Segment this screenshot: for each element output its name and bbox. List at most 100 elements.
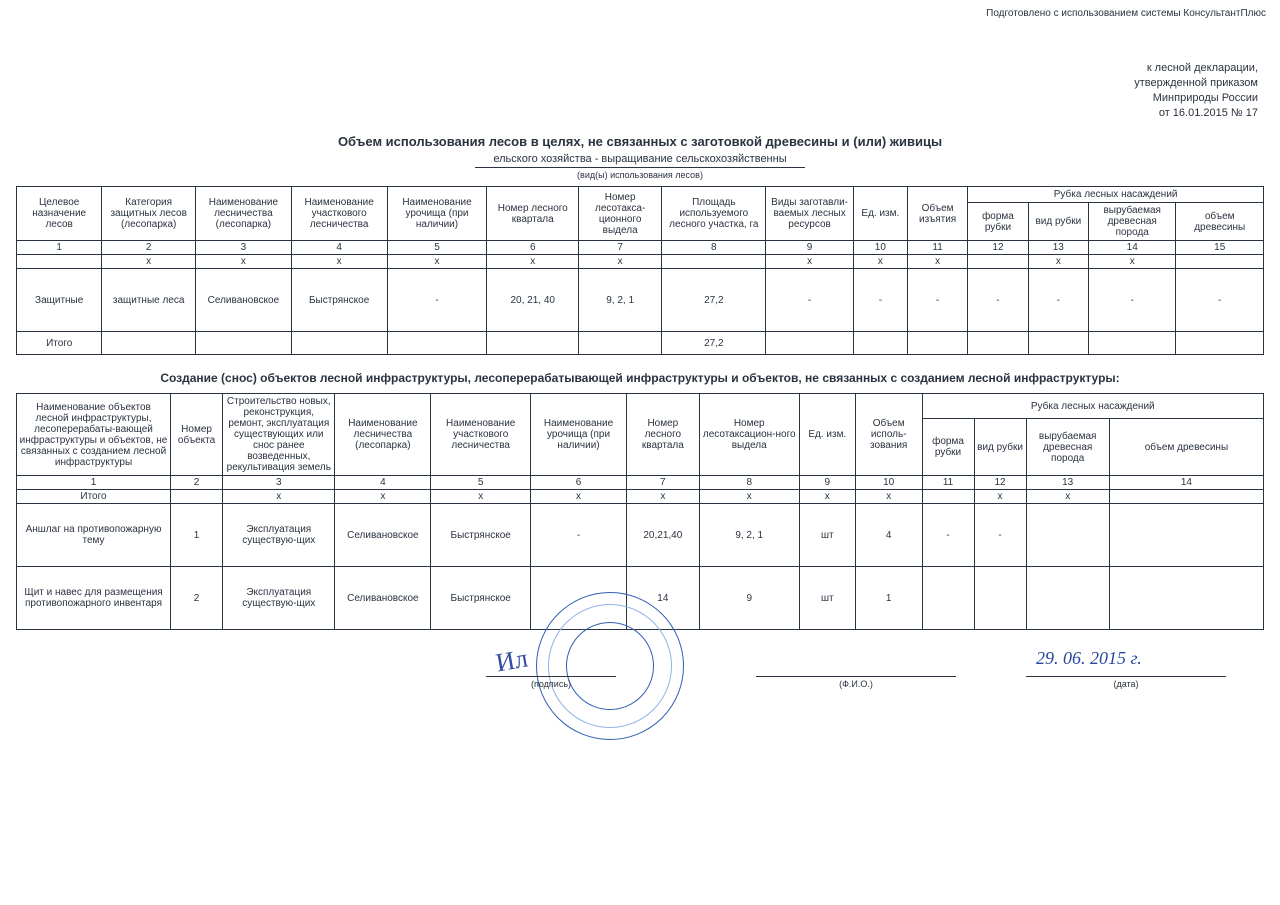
- table2-data-cell: [1109, 567, 1263, 630]
- table1-itogo-cell: [102, 332, 196, 355]
- table2-colnum: 2: [171, 476, 223, 490]
- table1-colnum: 9: [766, 241, 853, 255]
- table2-data-cell: [1109, 504, 1263, 567]
- table1-xrow-cell: x: [196, 255, 292, 269]
- table1-xrow-cell: x: [1089, 255, 1176, 269]
- table1-colnum: 7: [579, 241, 662, 255]
- table1-xrow-cell: [968, 255, 1028, 269]
- table1-data-cell: -: [1176, 269, 1264, 332]
- date-line-label: (дата): [1026, 676, 1226, 689]
- table1-xrow-cell: [662, 255, 766, 269]
- table2-itogo-cell: x: [626, 490, 699, 504]
- table1-itogo-cell: [1089, 332, 1176, 355]
- table1-colnum: 14: [1089, 241, 1176, 255]
- table2-itogo-cell: x: [1026, 490, 1109, 504]
- table1-xrow-cell: [1176, 255, 1264, 269]
- handwritten-date: 29. 06. 2015 г.: [1036, 648, 1142, 669]
- table1-colnum: 4: [291, 241, 387, 255]
- table1-data-cell: -: [1089, 269, 1176, 332]
- section1-subtitle: ельского хозяйства - выращивание сельско…: [475, 153, 804, 168]
- table1-colnum: 10: [853, 241, 907, 255]
- table2-data-cell: -: [922, 504, 974, 567]
- table1-header-cell: Площадь используемого лесного участка, г…: [662, 187, 766, 241]
- table2-subheader-cell: объем древесины: [1109, 418, 1263, 476]
- table1-data-cell: 20, 21, 40: [487, 269, 579, 332]
- table1-colnum: 8: [662, 241, 766, 255]
- table2-subheader-cell: вырубаемая древесная порода: [1026, 418, 1109, 476]
- table2-itogo-cell: x: [855, 490, 922, 504]
- table2-colnum: 10: [855, 476, 922, 490]
- table1-xrow-cell: x: [853, 255, 907, 269]
- table1-header-cell: Объем изъятия: [907, 187, 967, 241]
- section1-title: Объем использования лесов в целях, не св…: [8, 134, 1272, 149]
- table1-header-cell: Целевое назначение лесов: [17, 187, 102, 241]
- table1-xrow-cell: x: [102, 255, 196, 269]
- table2-header-cell: Номер лесного квартала: [626, 394, 699, 476]
- table1-data-cell: Быстрянское: [291, 269, 387, 332]
- table2-colnum: 12: [974, 476, 1026, 490]
- fio-line-label: (Ф.И.О.): [756, 676, 956, 689]
- table2-itogo-cell: [922, 490, 974, 504]
- table1-data-cell: -: [853, 269, 907, 332]
- table1-xrow-cell: x: [387, 255, 487, 269]
- table2-data-cell: [1026, 504, 1109, 567]
- table1-header-cell: Наименование лесничества (лесопарка): [196, 187, 292, 241]
- table2-data-cell: 9, 2, 1: [699, 504, 799, 567]
- table1-itogo-cell: [968, 332, 1028, 355]
- table1-xrow-cell: x: [907, 255, 967, 269]
- table1-group-header: Рубка лесных насаждений: [968, 187, 1264, 203]
- table1-data-cell: 27,2: [662, 269, 766, 332]
- table1-xrow-cell: x: [1028, 255, 1088, 269]
- table2-itogo-cell: [1109, 490, 1263, 504]
- table1-data-cell: защитные леса: [102, 269, 196, 332]
- table2-colnum: 14: [1109, 476, 1263, 490]
- table1-subheader-cell: форма рубки: [968, 203, 1028, 241]
- table1-data-cell: Селивановское: [196, 269, 292, 332]
- table2-subheader-cell: форма рубки: [922, 418, 974, 476]
- table2-data-cell: Эксплуатация существую-щих: [223, 504, 335, 567]
- table1-header-cell: Категория защитных лесов (лесопарка): [102, 187, 196, 241]
- table2-colnum: 13: [1026, 476, 1109, 490]
- system-note: Подготовлено с использованием системы Ко…: [8, 8, 1272, 19]
- table1-colnum: 12: [968, 241, 1028, 255]
- table2-itogo-cell: Итого: [17, 490, 171, 504]
- table1-colnum: 5: [387, 241, 487, 255]
- table1-itogo-cell: [1176, 332, 1264, 355]
- table2-colnum: 5: [431, 476, 531, 490]
- table1-colnum: 2: [102, 241, 196, 255]
- table2-colnum: 1: [17, 476, 171, 490]
- table1-itogo-label: Итого: [17, 332, 102, 355]
- table1-itogo-cell: [907, 332, 967, 355]
- table2-colnum: 7: [626, 476, 699, 490]
- table2-data-cell: шт: [799, 567, 855, 630]
- table1-data-cell: -: [968, 269, 1028, 332]
- table1-itogo-cell: [579, 332, 662, 355]
- table2-data-cell: [922, 567, 974, 630]
- table1-data-cell: -: [387, 269, 487, 332]
- table2-data-cell: 9: [699, 567, 799, 630]
- table2-data-cell: 1: [855, 567, 922, 630]
- table1-xrow-cell: x: [487, 255, 579, 269]
- table1-colnum: 11: [907, 241, 967, 255]
- table1-data-cell: -: [907, 269, 967, 332]
- table2-colnum: 6: [531, 476, 627, 490]
- table1-header-cell: Номер лесотакса-ционного выдела: [579, 187, 662, 241]
- table2-data-cell: Эксплуатация существую-щих: [223, 567, 335, 630]
- signature-area: Ил (подпись) (Ф.И.О.) 29. 06. 2015 г. (д…: [16, 658, 1264, 798]
- table2-itogo-cell: x: [531, 490, 627, 504]
- table2-data-cell: Аншлаг на противопожарную тему: [17, 504, 171, 567]
- table2-header-cell: Наименование лесничества (лесопарка): [335, 394, 431, 476]
- table2-data-cell: Щит и навес для размещения противопожарн…: [17, 567, 171, 630]
- decl-line-3: Минприроды России: [8, 91, 1258, 106]
- table1-data-cell: 9, 2, 1: [579, 269, 662, 332]
- table1-data-cell: -: [766, 269, 853, 332]
- signature-line-label: (подпись): [486, 676, 616, 689]
- table2-header-cell: Ед. изм.: [799, 394, 855, 476]
- table1-colnum: 15: [1176, 241, 1264, 255]
- table1-header-cell: Ед. изм.: [853, 187, 907, 241]
- table1-colnum: 6: [487, 241, 579, 255]
- table2-itogo-cell: [171, 490, 223, 504]
- table2-header-cell: Номер лесотаксацион-ного выдела: [699, 394, 799, 476]
- stamp-icon: [536, 592, 684, 740]
- table1-itogo-value: 27,2: [662, 332, 766, 355]
